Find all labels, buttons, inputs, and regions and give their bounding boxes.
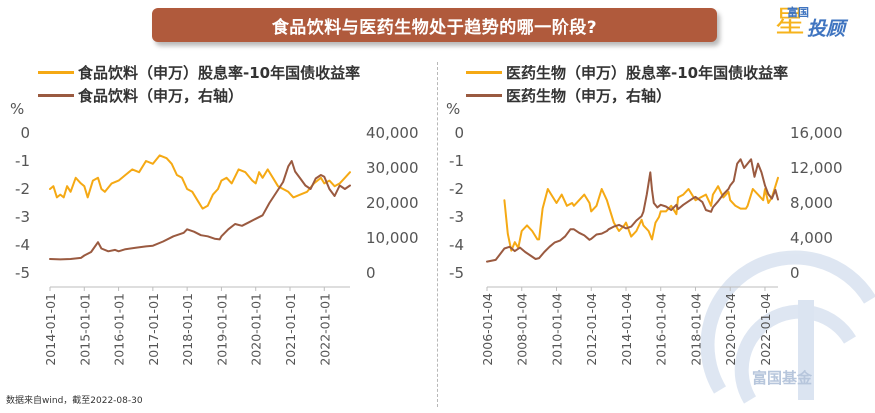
x-tick-label: 2010-01-04 <box>549 293 564 366</box>
y-tick-label: -2 <box>449 180 464 198</box>
legend-label: 医药生物（申万）股息率-10年国债收益率 <box>506 64 789 82</box>
y2-tick-label: 0 <box>790 264 800 282</box>
x-tick-label: 2006-01-04 <box>480 293 495 366</box>
x-tick-label: 2017-01-01 <box>146 293 161 366</box>
legend-right: 医药生物（申万）股息率-10年国债收益率 医药生物（申万，右轴） <box>466 61 788 107</box>
watermark-arc <box>734 304 856 404</box>
y-tick-label: -2 <box>15 180 30 198</box>
x-tick-label: 2020-01-01 <box>249 293 264 366</box>
x-tick-label: 2020-01-04 <box>723 293 738 366</box>
y-tick-label: -1 <box>15 152 30 170</box>
brand-name-text: 投顾 <box>807 18 846 40</box>
legend-item-right-index: 医药生物（申万，右轴） <box>466 84 788 107</box>
y-tick-label: -4 <box>449 236 464 254</box>
source-note: 数据来自wind，截至2022-08-30 <box>6 396 143 406</box>
legend-swatch-index <box>466 94 502 97</box>
x-tick-label: 2018-01-01 <box>180 293 195 366</box>
brand-top-text: 富国 <box>787 6 809 19</box>
y2-tick-label: 20,000 <box>366 194 419 212</box>
series-line-index <box>49 160 351 261</box>
watermark-arc <box>700 250 875 394</box>
legend-label: 医药生物（申万，右轴） <box>506 87 672 105</box>
series-line-index <box>486 158 779 263</box>
y-tick-label: -3 <box>15 208 30 226</box>
x-tick-label: 2014-01-04 <box>619 293 634 366</box>
y2-tick-label: 8,000 <box>790 194 833 212</box>
x-tick-label: 2016-01-01 <box>112 293 127 366</box>
x-tick-label: 2022-01-04 <box>758 293 773 366</box>
x-tick-label: 2021-01-01 <box>283 293 298 366</box>
x-tick-label: 2015-01-01 <box>77 293 92 366</box>
series-line-yield <box>503 176 779 252</box>
legend-swatch-index <box>38 94 74 97</box>
y2-tick-label: 30,000 <box>366 159 419 177</box>
legend-swatch-yield <box>466 71 502 74</box>
page-title: 食品饮料与医药生物处于趋势的哪一阶段? <box>152 8 717 42</box>
y-tick-label: 0 <box>20 124 30 142</box>
panel-divider <box>437 62 438 407</box>
y2-tick-label: 0 <box>366 264 376 282</box>
right-ylabel: % <box>446 100 461 118</box>
page-title-text: 食品饮料与医药生物处于趋势的哪一阶段? <box>271 17 598 38</box>
y-tick-label: 0 <box>454 124 464 142</box>
legend-swatch-yield <box>38 71 74 74</box>
chart-left: 0 -1 -2 -3 -4 -5 40,000 30,000 20,000 10,000 0 2014… <box>15 124 418 366</box>
x-tick-label: 2016-01-04 <box>654 293 669 366</box>
y-tick-label: -1 <box>449 152 464 170</box>
brand-logo: 星 富国 投顾 <box>765 2 865 48</box>
x-tick-label: 2014-01-01 <box>43 293 58 366</box>
series-line-yield <box>49 154 351 210</box>
x-tick-label: 2008-01-04 <box>515 293 530 366</box>
chart-right: 0 -1 -2 -3 -4 -5 16,000 12,000 8,000 4,000 0 2006-0… <box>449 124 842 366</box>
legend-item-left-index: 食品饮料（申万，右轴） <box>38 84 360 107</box>
x-tick-label: 2018-01-04 <box>688 293 703 366</box>
left-ylabel: % <box>10 100 25 118</box>
y2-tick-label: 16,000 <box>790 124 843 142</box>
legend-label: 食品饮料（申万）股息率-10年国债收益率 <box>78 64 361 82</box>
watermark-text: 富国基金 <box>752 369 813 387</box>
y2-tick-label: 10,000 <box>366 229 419 247</box>
y2-tick-label: 12,000 <box>790 159 843 177</box>
legend-item-right-yield: 医药生物（申万）股息率-10年国债收益率 <box>466 61 788 84</box>
star-icon: 星 <box>775 5 805 40</box>
x-tick-label: 2012-01-04 <box>584 293 599 366</box>
x-tick-label: 2019-01-01 <box>214 293 229 366</box>
y2-tick-label: 40,000 <box>366 124 419 142</box>
y-tick-label: -3 <box>449 208 464 226</box>
y-tick-label: -5 <box>449 264 464 282</box>
y-tick-label: -5 <box>15 264 30 282</box>
y2-tick-label: 4,000 <box>790 229 833 247</box>
legend-left: 食品饮料（申万）股息率-10年国债收益率 食品饮料（申万，右轴） <box>38 61 360 107</box>
watermark-logo: 富国基金 <box>700 250 875 404</box>
watermark-bar <box>798 300 814 400</box>
y-tick-label: -4 <box>15 236 30 254</box>
x-tick-label: 2022-01-01 <box>317 293 332 366</box>
legend-item-left-yield: 食品饮料（申万）股息率-10年国债收益率 <box>38 61 360 84</box>
legend-label: 食品饮料（申万，右轴） <box>78 87 244 105</box>
